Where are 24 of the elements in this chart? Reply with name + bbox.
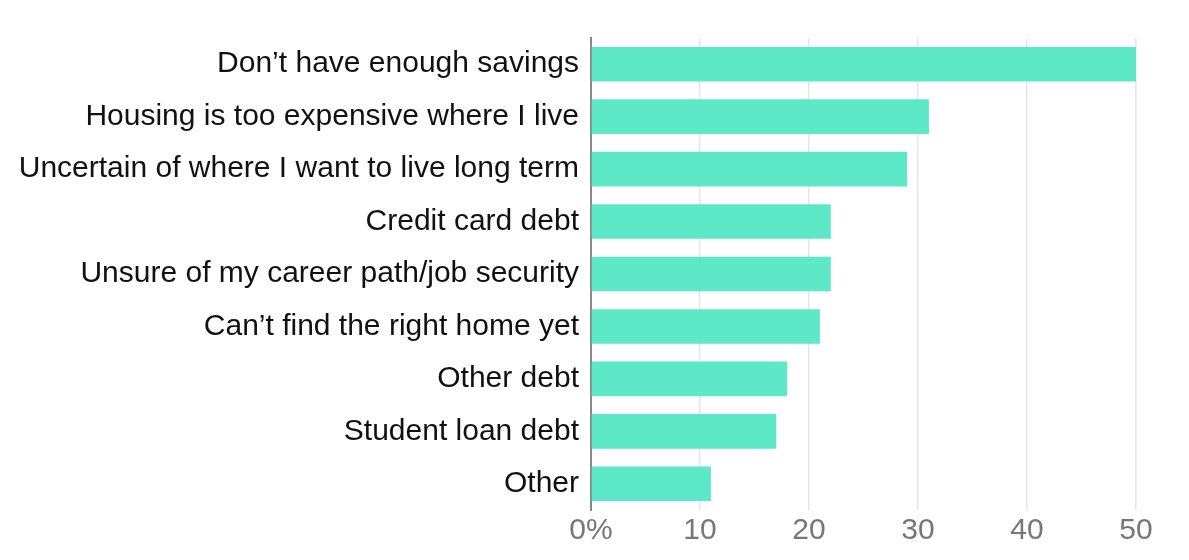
x-tick-label: 0% <box>569 512 613 546</box>
x-tick-label: 40 <box>1010 512 1044 546</box>
x-tick-label: 30 <box>901 512 935 546</box>
x-tick-label: 10 <box>683 512 717 546</box>
bar <box>591 46 1136 82</box>
bar <box>591 309 820 344</box>
bar <box>591 414 777 449</box>
y-tick-label: Don’t have enough savings <box>217 45 579 79</box>
x-tick-label: 50 <box>1119 512 1153 546</box>
bar <box>591 466 711 502</box>
y-tick-label: Can’t find the right home yet <box>203 307 580 341</box>
y-tick-label: Unsure of my career path/job security <box>80 255 579 289</box>
y-tick-label: Housing is too expensive where I live <box>85 97 579 131</box>
y-tick-label: Other <box>503 465 580 499</box>
bar <box>591 204 831 239</box>
bar <box>591 256 831 292</box>
bar <box>591 151 908 187</box>
x-tick-label: 20 <box>792 512 826 546</box>
y-tick-label: Student loan debt <box>343 412 580 446</box>
bar <box>591 99 929 134</box>
y-tick-label: Uncertain of where I want to live long term <box>18 150 579 184</box>
bar <box>591 361 788 397</box>
y-tick-label: Other debt <box>437 360 580 394</box>
y-tick-label: Credit card debt <box>365 202 580 236</box>
